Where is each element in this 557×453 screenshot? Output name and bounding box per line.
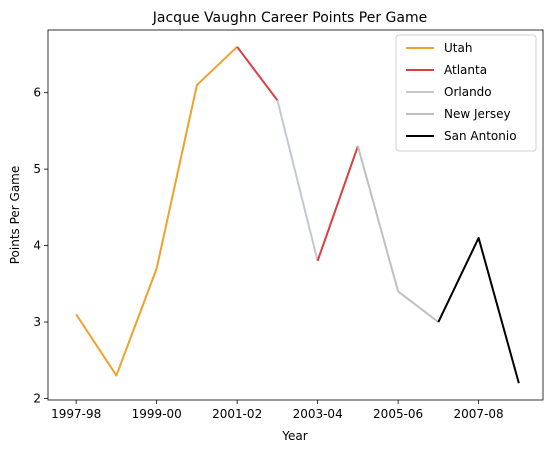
series-line-orlando-2 [276,100,319,262]
x-tick-label: 2001-02 [212,407,262,421]
y-axis-ticks: 2 3 4 5 6 [33,86,48,405]
y-tick-label: 5 [33,162,41,176]
legend-box [395,34,537,152]
x-tick-label: 2003-04 [293,407,343,421]
y-axis-label: Points Per Game [8,166,22,265]
series-line-new-jersey-4 [356,145,439,323]
chart-title: Jacque Vaughn Career Points Per Game [152,10,427,26]
series-line-atlanta-3 [316,145,359,262]
plot-frame [47,29,544,401]
legend: Utah Atlanta Orlando New Jersey San Antonio [395,34,537,152]
series-line-atlanta-1 [236,46,279,101]
plot-lines [75,46,520,384]
y-tick-label: 4 [33,239,41,253]
x-axis-label: Year [281,429,307,443]
legend-label: Utah [444,41,472,55]
legend-label: Orlando [444,85,492,99]
x-tick-label: 2007-08 [454,407,504,421]
legend-label: Atlanta [444,63,487,77]
series-line-utah-0 [75,46,238,377]
legend-label: New Jersey [444,107,511,121]
x-tick-label: 1997-98 [51,407,101,421]
x-tick-label: 2005-06 [373,407,423,421]
x-tick-label: 1999-00 [132,407,182,421]
series-line-san-antonio-5 [437,236,520,384]
y-tick-label: 2 [33,391,41,405]
legend-label: San Antonio [444,129,517,143]
x-axis-ticks: 1997-98 1999-00 2001-02 2003-04 2005-06 2007-… [51,400,504,421]
y-tick-label: 3 [33,315,41,329]
y-tick-label: 6 [33,86,41,100]
